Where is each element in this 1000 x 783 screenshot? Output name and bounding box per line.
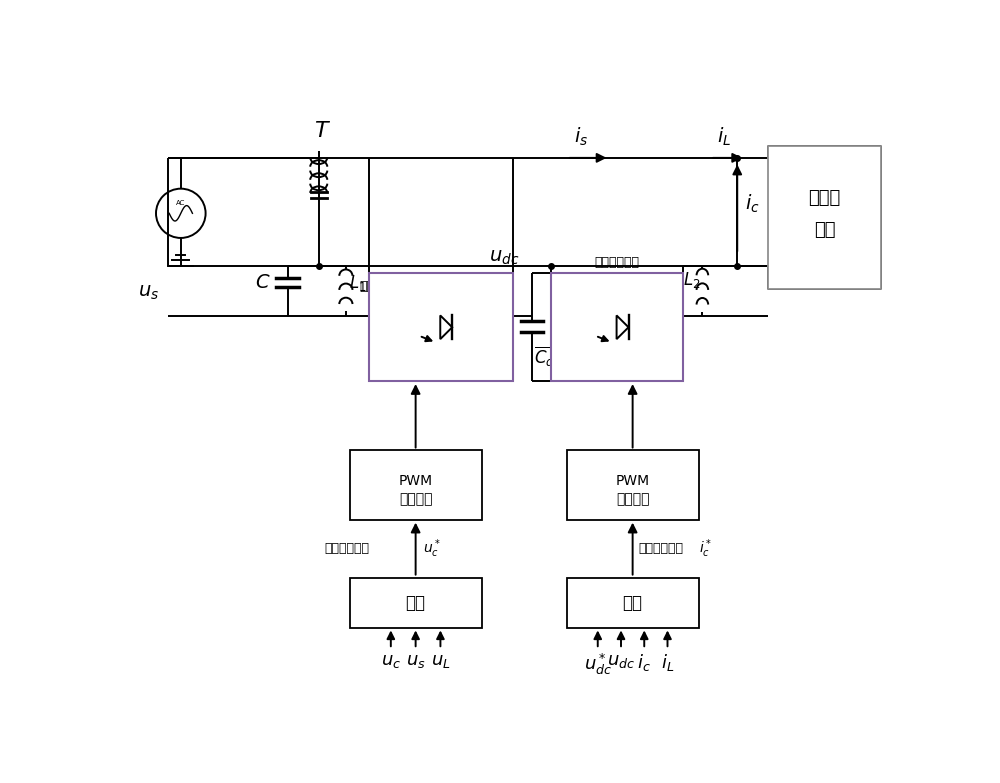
Text: $u_s$: $u_s$ [138,283,159,301]
Bar [567,578,698,627]
Bar [551,273,683,381]
Bar [350,578,482,627]
Text: $i_c^*$: $i_c^*$ [699,537,713,560]
Bar [350,450,482,520]
Text: $u_{dc}$: $u_{dc}$ [489,248,520,267]
Text: 补偿电流指令: 补偿电流指令 [639,542,684,555]
Text: $L_2$: $L_2$ [683,269,701,290]
Text: 补偿电压指令: 补偿电压指令 [324,542,369,555]
Text: PWM: PWM [616,474,650,489]
Text: 电压控制: 电压控制 [399,492,432,506]
Text: $i_s$: $i_s$ [574,125,588,148]
Text: $i_c$: $i_c$ [637,652,651,673]
Text: 检测: 检测 [623,594,643,612]
Text: $u_{dc}$: $u_{dc}$ [607,652,635,670]
Text: PWM: PWM [399,474,433,489]
Text: $u_{dc}^*$: $u_{dc}^*$ [584,652,612,677]
Text: $\overline{C_d}$: $\overline{C_d}$ [534,345,556,368]
Text: 检测: 检测 [406,594,426,612]
Text: $i_c$: $i_c$ [745,193,760,215]
Text: $u_c$: $u_c$ [381,652,401,670]
Text: $i_L$: $i_L$ [661,652,674,673]
Text: 串联侧换流器: 串联侧换流器 [359,280,404,293]
Polygon shape [617,316,629,339]
Text: $L_1$: $L_1$ [349,273,367,294]
Text: 并联侧换流器: 并联侧换流器 [595,256,640,269]
Text: $C$: $C$ [255,272,271,292]
Text: $T$: $T$ [314,121,331,141]
Bar [369,273,512,381]
Text: 非线性
负载: 非线性 负载 [808,189,841,239]
Text: $u_s$: $u_s$ [406,652,425,670]
Text: AC: AC [176,200,185,206]
Bar [567,450,698,520]
Bar [768,146,881,289]
Polygon shape [440,316,452,339]
Text: $i_L$: $i_L$ [717,125,731,148]
Text: $u_L$: $u_L$ [431,652,450,670]
Text: 电流控制: 电流控制 [616,492,649,506]
Text: $u_c^*$: $u_c^*$ [423,537,441,560]
